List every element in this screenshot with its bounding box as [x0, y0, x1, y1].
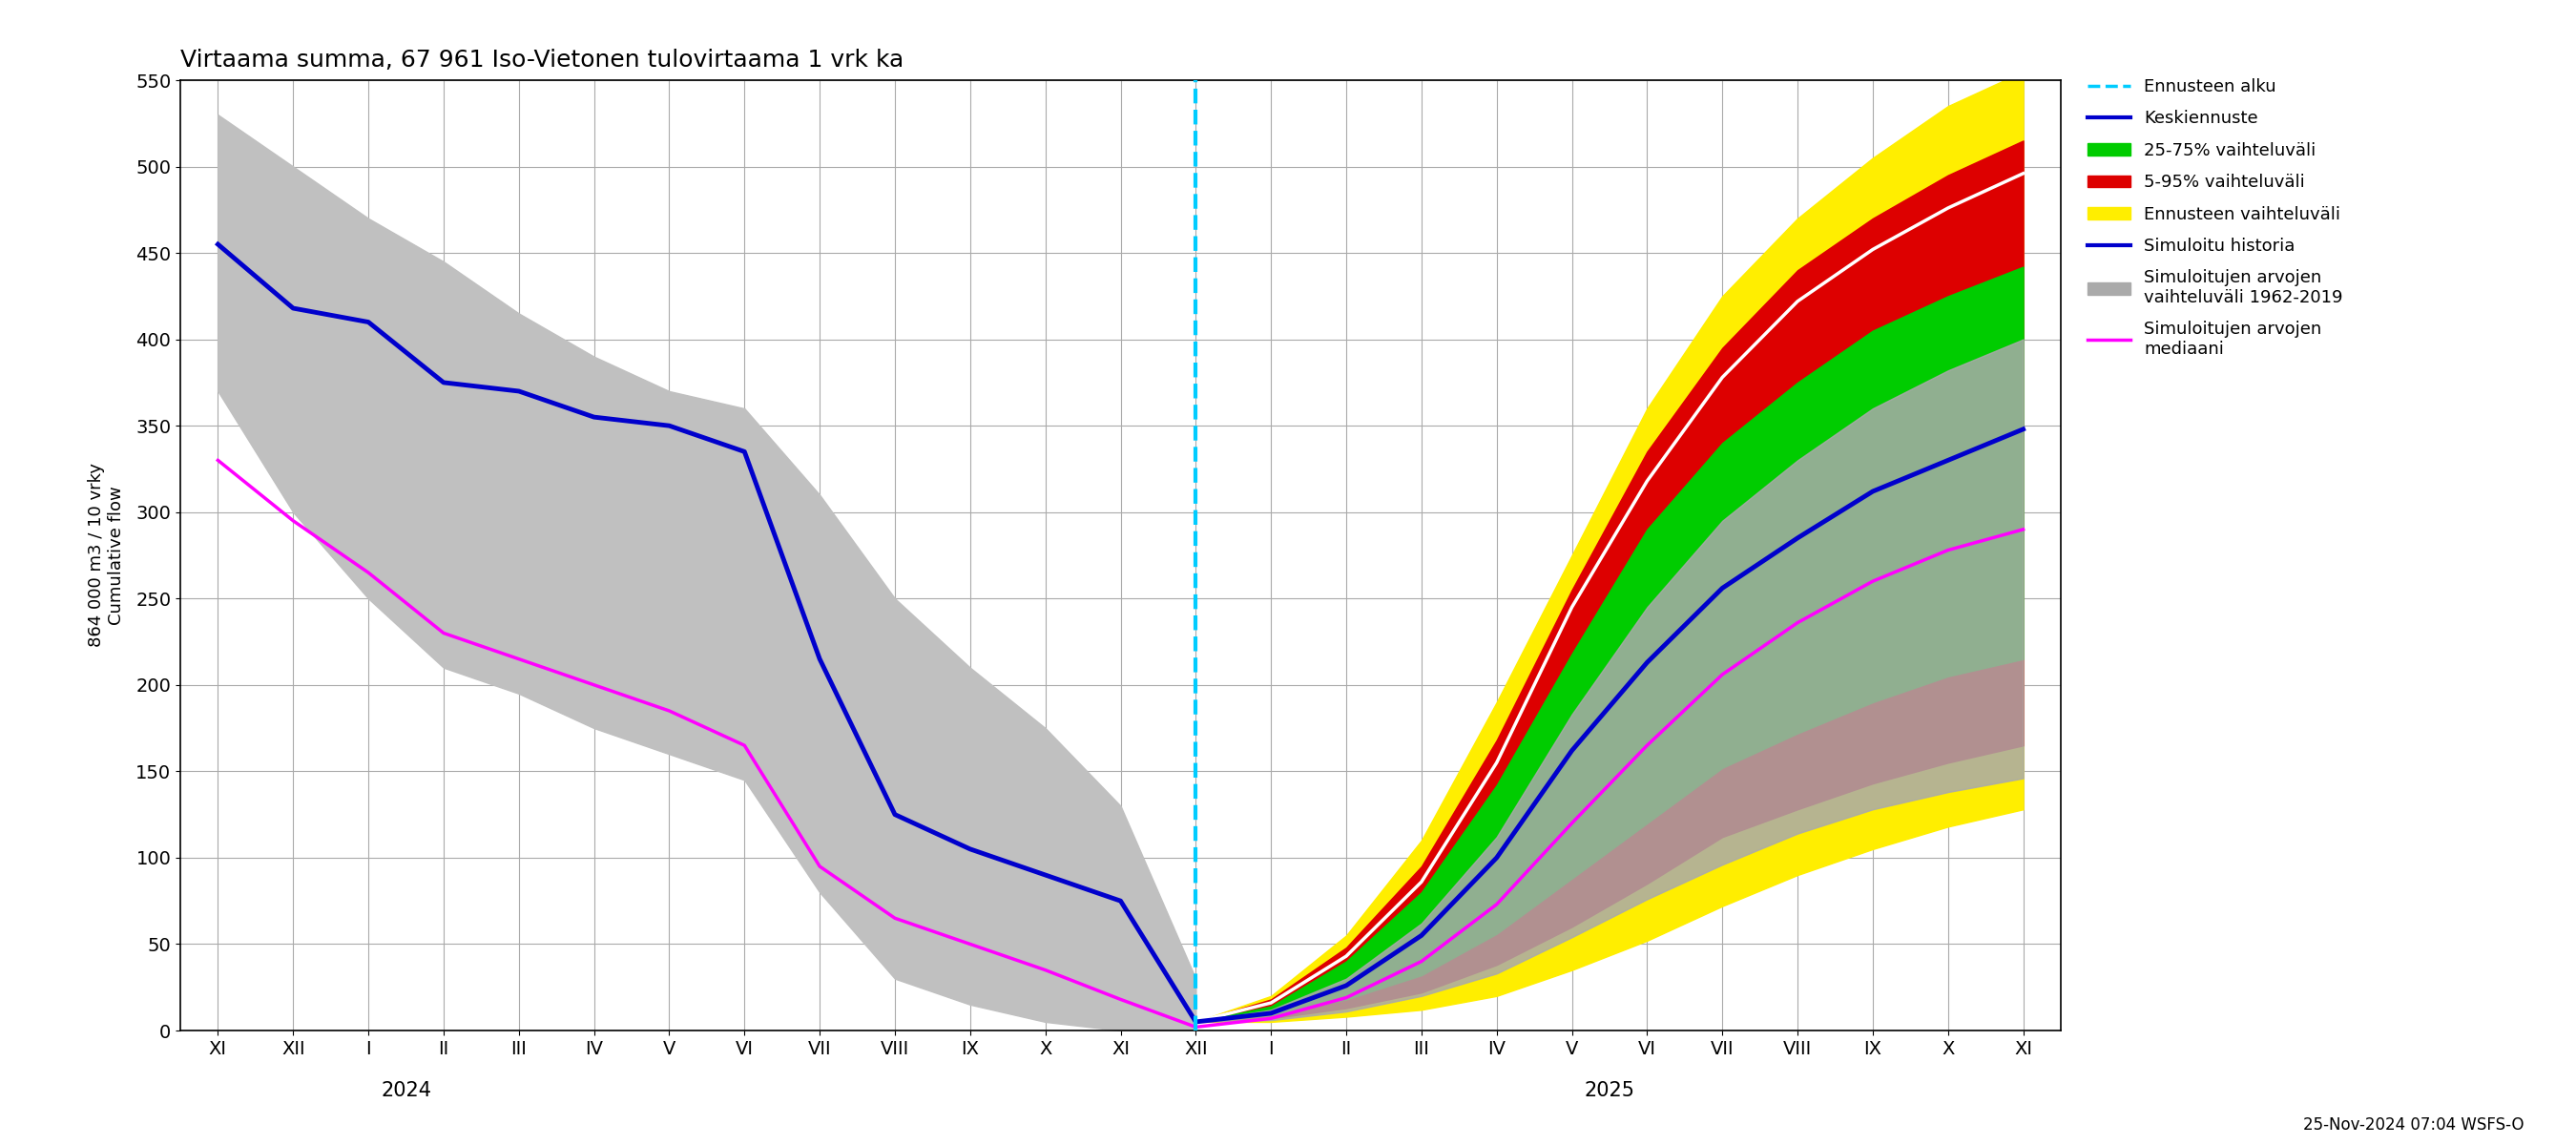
Legend: Ennusteen alku, Keskiennuste, 25-75% vaihteluväli, 5-95% vaihteluväli, Ennusteen: Ennusteen alku, Keskiennuste, 25-75% vai… — [2079, 70, 2352, 366]
Y-axis label: 864 000 m3 / 10 vrky
Cumulative flow: 864 000 m3 / 10 vrky Cumulative flow — [88, 464, 124, 647]
Text: Virtaama summa, 67 961 Iso-Vietonen tulovirtaama 1 vrk ka: Virtaama summa, 67 961 Iso-Vietonen tulo… — [180, 49, 904, 72]
Text: 2025: 2025 — [1584, 1081, 1636, 1100]
Text: 25-Nov-2024 07:04 WSFS-O: 25-Nov-2024 07:04 WSFS-O — [2303, 1116, 2524, 1134]
Text: 2024: 2024 — [381, 1081, 430, 1100]
